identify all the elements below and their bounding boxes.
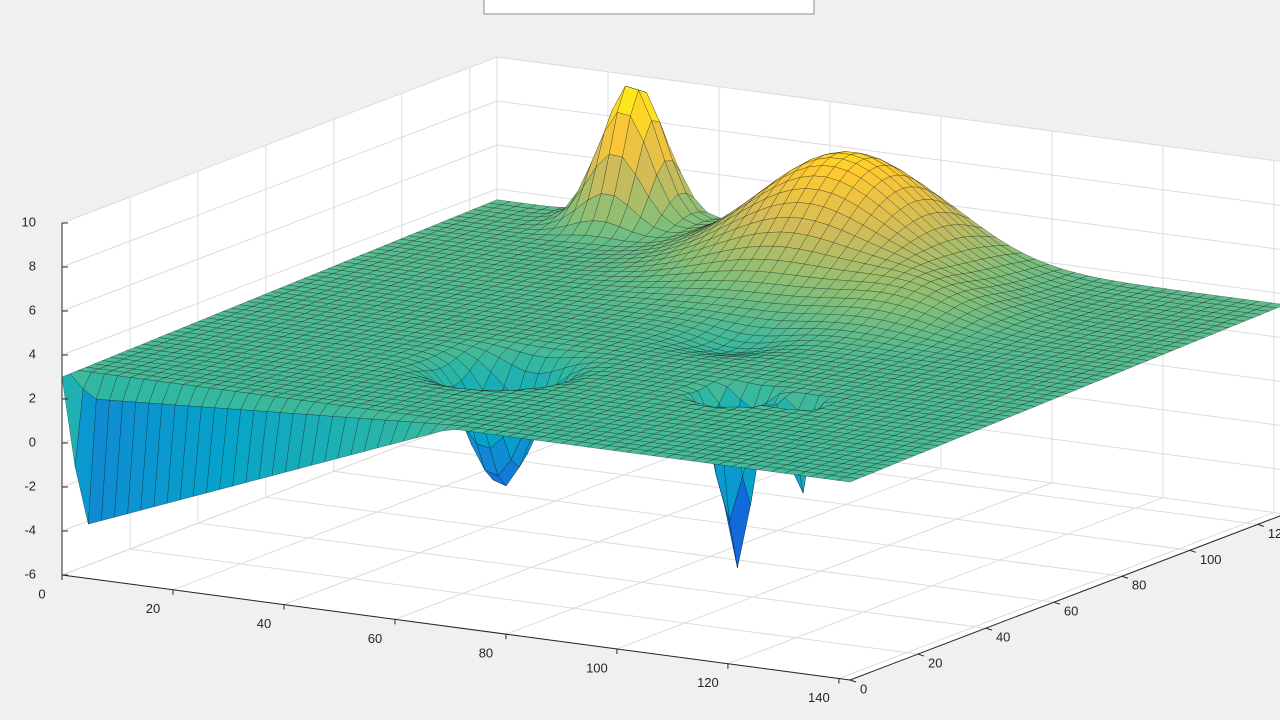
y-tick	[1257, 523, 1264, 527]
x-tick-label: 140	[808, 690, 830, 705]
z-tick-label: 10	[22, 214, 36, 229]
y-tick-label: 80	[1132, 578, 1146, 593]
y-tick-label: 120	[1268, 526, 1280, 541]
y-tick-label: 0	[860, 681, 867, 696]
x-tick-label: 80	[479, 646, 493, 661]
z-tick-label: 2	[29, 390, 36, 405]
x-tick-label: 60	[368, 631, 382, 646]
y-tick	[985, 627, 993, 631]
y-tick	[1121, 575, 1129, 579]
x-tick-label: 40	[257, 616, 271, 631]
z-tick-label: 6	[29, 302, 36, 317]
z-tick-label: -2	[24, 478, 36, 493]
grid-line	[61, 100, 1280, 268]
surface-patch	[836, 476, 859, 483]
y-tick	[917, 653, 925, 657]
x-tick-label: 120	[697, 675, 719, 690]
y-tick-label: 60	[1064, 604, 1078, 619]
axes: 0 20 40 60 80 100 120 140 0 20 40 60 80 100 120 -6 -4 -2 0…	[22, 214, 1280, 705]
z-tick-label: 4	[29, 346, 36, 361]
grid-line	[61, 56, 1280, 224]
x-tick-label: 100	[586, 660, 608, 675]
floor	[62, 409, 1280, 680]
y-axis	[849, 515, 1280, 681]
z-tick-label: -6	[24, 566, 36, 581]
z-tick-label: -4	[24, 522, 36, 537]
surface	[61, 85, 1280, 568]
x-tick-label: 20	[146, 601, 160, 616]
grid-line	[61, 144, 1280, 312]
y-tick	[1053, 601, 1061, 605]
y-tick-label: 100	[1200, 552, 1222, 567]
x-tick-label: 0	[38, 586, 45, 601]
z-tick-label: 0	[29, 434, 36, 449]
z-tick-label: 8	[29, 258, 36, 273]
y-tick	[1189, 549, 1197, 553]
y-tick-label: 20	[928, 656, 942, 671]
y-tick	[849, 679, 857, 683]
y-tick-label: 40	[996, 630, 1010, 645]
x-axis	[61, 574, 851, 681]
dialog-fragment	[483, 0, 815, 15]
